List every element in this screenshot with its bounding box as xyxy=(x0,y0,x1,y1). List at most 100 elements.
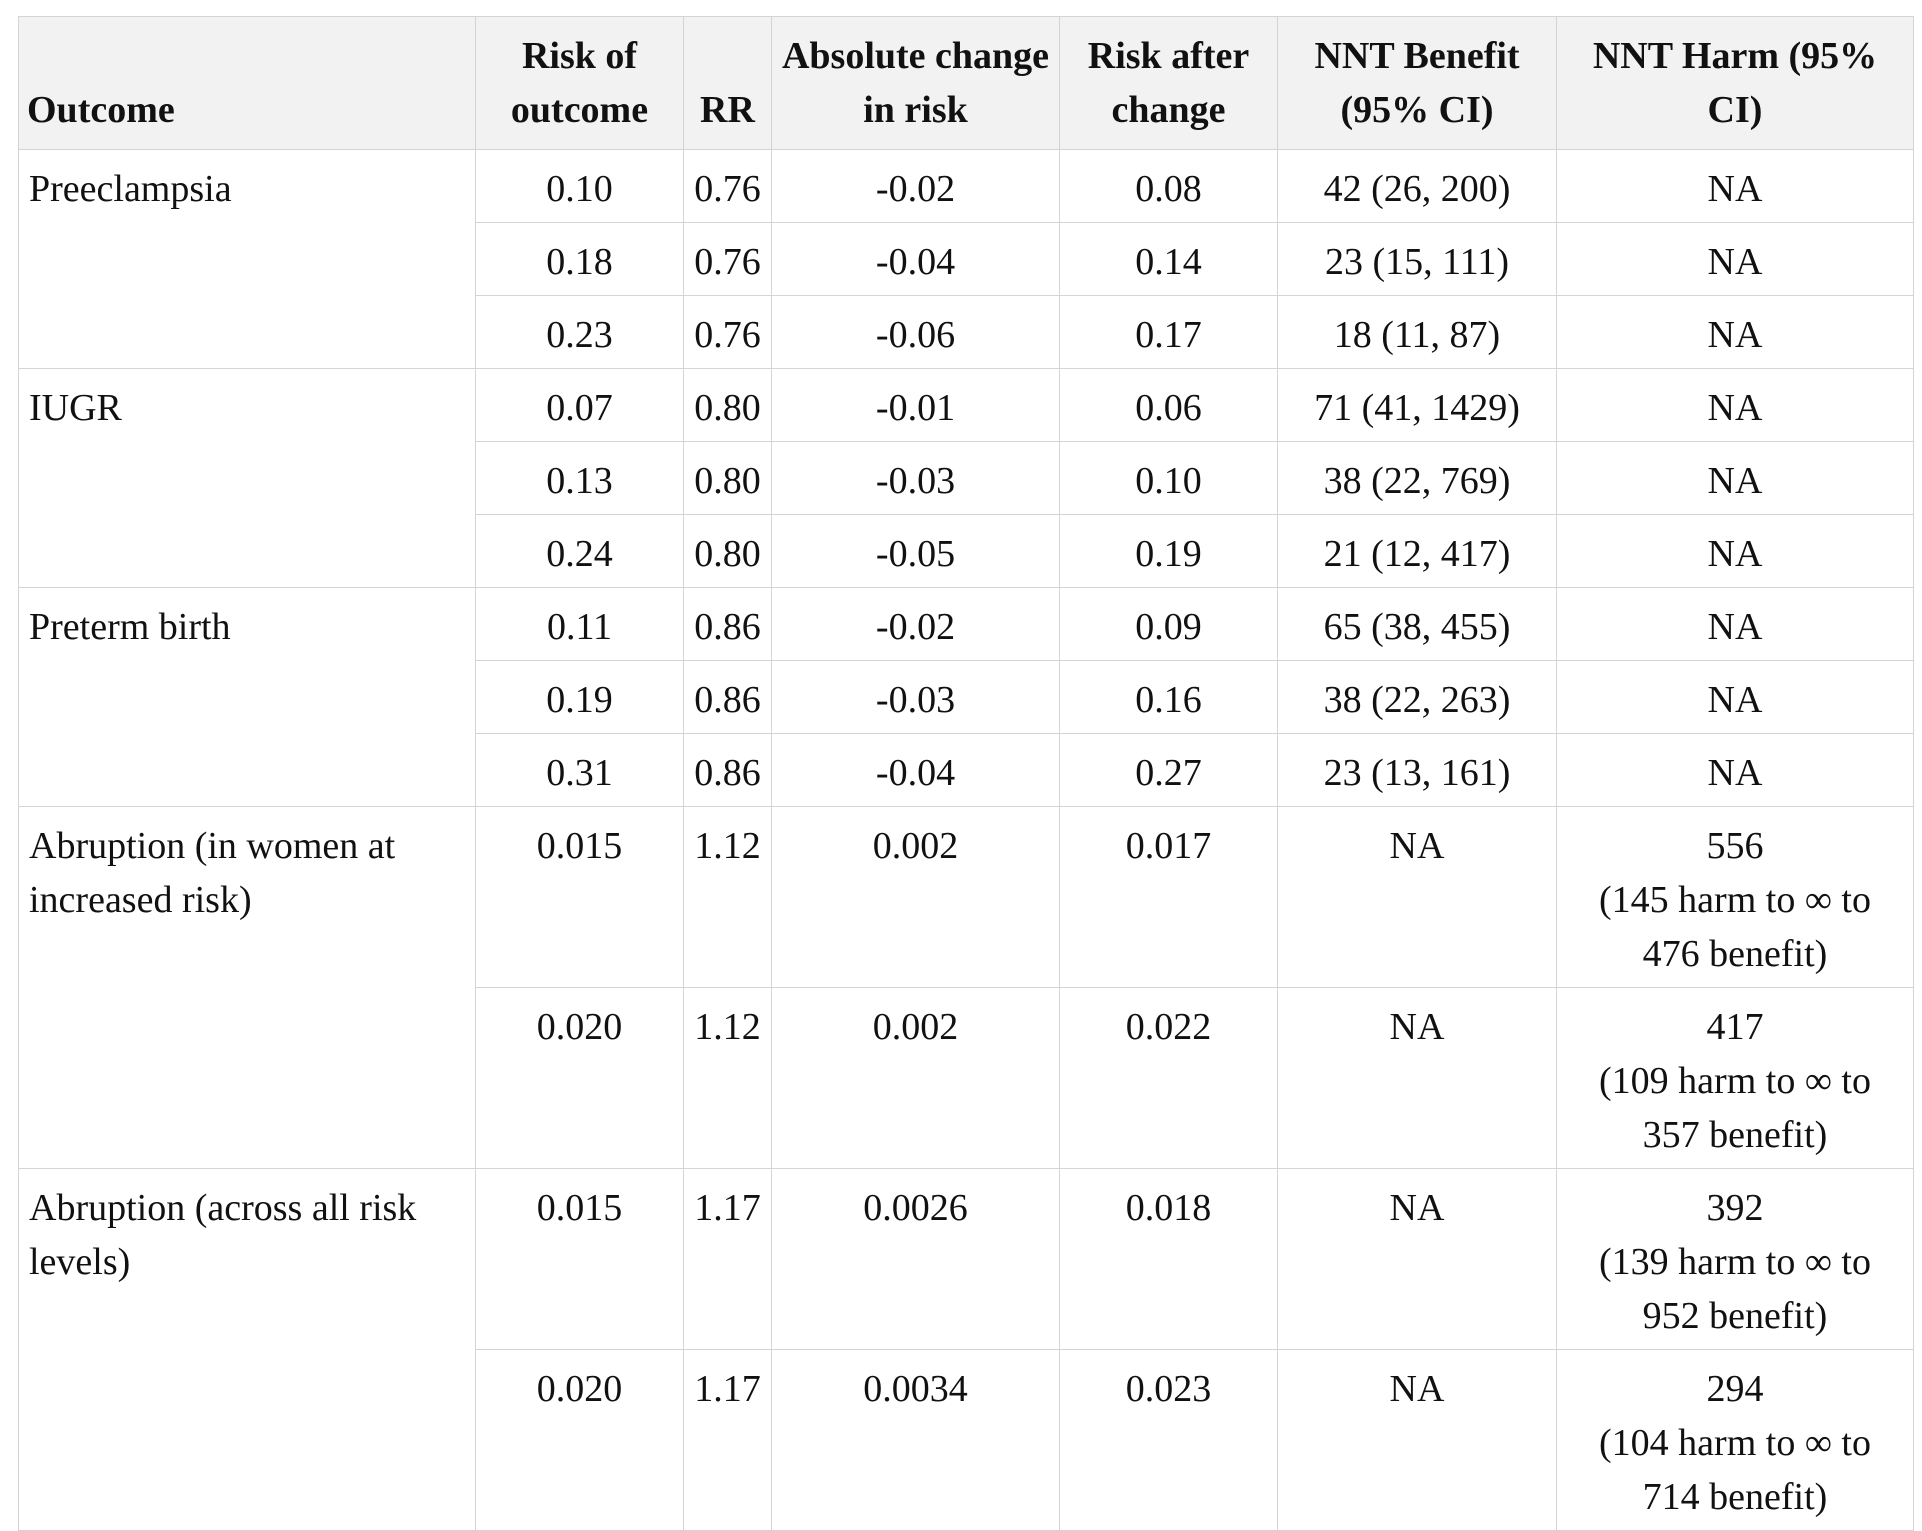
table-row: 0.24 0.80 -0.05 0.19 21 (12, 417) NA xyxy=(19,514,1914,588)
risk-of-outcome-cell: 0.24 xyxy=(475,514,684,588)
rr-cell: 1.17 xyxy=(683,1168,772,1350)
risk-of-outcome-cell: 0.31 xyxy=(475,733,684,807)
nnt-benefit-cell: 65 (38, 455) xyxy=(1277,587,1557,661)
absolute-change-cell: 0.002 xyxy=(771,806,1060,988)
nnt-harm-line: NA xyxy=(1707,679,1763,721)
outcome-cell: IUGR xyxy=(18,368,476,588)
rr-cell: 0.86 xyxy=(683,587,772,661)
absolute-change-cell: 0.0026 xyxy=(771,1168,1060,1350)
nnt-benefit-cell: 23 (15, 111) xyxy=(1277,222,1557,296)
nnt-harm-cell: 294 (104 harm to ∞ to 714 benefit) xyxy=(1556,1349,1914,1531)
nnt-harm-line: NA xyxy=(1707,241,1763,283)
table-row: 0.13 0.80 -0.03 0.10 38 (22, 769) NA xyxy=(19,441,1914,515)
risk-after-change-cell: 0.023 xyxy=(1059,1349,1278,1531)
nnt-harm-cell: NA xyxy=(1556,222,1914,296)
risk-of-outcome-cell: 0.015 xyxy=(475,1168,684,1350)
table-row: 0.23 0.76 -0.06 0.17 18 (11, 87) NA xyxy=(19,295,1914,369)
nnt-harm-line: NA xyxy=(1707,314,1763,356)
nnt-harm-cell: 392 (139 harm to ∞ to 952 benefit) xyxy=(1556,1168,1914,1350)
absolute-change-cell: -0.05 xyxy=(771,514,1060,588)
header-rr: RR xyxy=(683,16,772,150)
rr-cell: 1.12 xyxy=(683,987,772,1169)
table-row: 0.31 0.86 -0.04 0.27 23 (13, 161) NA xyxy=(19,733,1914,807)
rr-cell: 0.80 xyxy=(683,514,772,588)
nnt-harm-cell: 417 (109 harm to ∞ to 357 benefit) xyxy=(1556,987,1914,1169)
risk-after-change-cell: 0.27 xyxy=(1059,733,1278,807)
nnt-harm-line: (145 harm to ∞ to xyxy=(1599,879,1871,921)
absolute-change-cell: -0.06 xyxy=(771,295,1060,369)
nnt-benefit-cell: 18 (11, 87) xyxy=(1277,295,1557,369)
nnt-harm-line: NA xyxy=(1707,533,1763,575)
nnt-benefit-cell: NA xyxy=(1277,806,1557,988)
outcome-cell: Abruption (across all risk levels) xyxy=(18,1168,476,1531)
risk-after-change-cell: 0.19 xyxy=(1059,514,1278,588)
nnt-benefit-cell: NA xyxy=(1277,987,1557,1169)
header-row: Outcome Risk of outcome RR Absolute chan… xyxy=(18,16,1914,150)
header-nnt-benefit: NNT Benefit (95% CI) xyxy=(1277,16,1557,150)
table-body: Preeclampsia 0.10 0.76 -0.02 0.08 42 (26, 200… xyxy=(18,149,1914,1531)
table-row: 0.020 1.17 0.0034 0.023 NA 294 (104 harm to ∞ … xyxy=(19,1349,1914,1531)
table-row: Abruption (across all risk levels) 0.015 1… xyxy=(18,1168,1914,1531)
risk-after-change-cell: 0.06 xyxy=(1059,368,1278,442)
nnt-harm-cell: NA xyxy=(1556,660,1914,734)
risk-of-outcome-cell: 0.13 xyxy=(475,441,684,515)
absolute-change-cell: -0.03 xyxy=(771,441,1060,515)
nnt-harm-line: 476 benefit) xyxy=(1642,933,1828,975)
nnt-harm-line: 417 xyxy=(1706,1006,1764,1048)
nnt-benefit-cell: NA xyxy=(1277,1349,1557,1531)
table-row: Preterm birth 0.11 0.86 -0.02 0.09 65 (38, 45… xyxy=(18,587,1914,807)
nnt-harm-line: 357 benefit) xyxy=(1642,1114,1828,1156)
absolute-change-cell: -0.04 xyxy=(771,222,1060,296)
nnt-benefit-cell: 21 (12, 417) xyxy=(1277,514,1557,588)
risk-of-outcome-cell: 0.020 xyxy=(475,1349,684,1531)
rr-cell: 0.76 xyxy=(683,295,772,369)
nnt-harm-line: NA xyxy=(1707,168,1763,210)
rr-cell: 0.80 xyxy=(683,441,772,515)
absolute-change-cell: -0.03 xyxy=(771,660,1060,734)
absolute-change-cell: -0.04 xyxy=(771,733,1060,807)
nnt-harm-line: NA xyxy=(1707,460,1763,502)
risk-of-outcome-cell: 0.18 xyxy=(475,222,684,296)
rr-cell: 0.80 xyxy=(683,368,772,442)
absolute-change-cell: -0.01 xyxy=(771,368,1060,442)
risk-of-outcome-cell: 0.020 xyxy=(475,987,684,1169)
nnt-benefit-cell: 42 (26, 200) xyxy=(1277,149,1557,223)
outcome-cell: Abruption (in women at increased risk) xyxy=(18,806,476,1169)
nnt-harm-line: 556 xyxy=(1706,825,1764,867)
nnt-harm-line: 392 xyxy=(1706,1187,1764,1229)
risk-after-change-cell: 0.14 xyxy=(1059,222,1278,296)
header-risk-after-change: Risk after change xyxy=(1059,16,1278,150)
nnt-harm-cell: NA xyxy=(1556,295,1914,369)
risk-after-change-cell: 0.10 xyxy=(1059,441,1278,515)
risk-after-change-cell: 0.018 xyxy=(1059,1168,1278,1350)
risk-after-change-cell: 0.17 xyxy=(1059,295,1278,369)
header-absolute-change: Absolute change in risk xyxy=(771,16,1060,150)
table-row: 0.19 0.86 -0.03 0.16 38 (22, 263) NA xyxy=(19,660,1914,734)
rr-cell: 0.76 xyxy=(683,149,772,223)
nnt-harm-line: 952 benefit) xyxy=(1642,1295,1828,1337)
table-row: 0.020 1.12 0.002 0.022 NA 417 (109 harm to ∞ t… xyxy=(19,987,1914,1169)
table-row: IUGR 0.07 0.80 -0.01 0.06 71 (41, 1429) NA xyxy=(18,368,1914,588)
nnt-benefit-cell: NA xyxy=(1277,1168,1557,1350)
risk-after-change-cell: 0.08 xyxy=(1059,149,1278,223)
risk-after-change-cell: 0.017 xyxy=(1059,806,1278,988)
absolute-change-cell: 0.0034 xyxy=(771,1349,1060,1531)
nnt-harm-line: NA xyxy=(1707,387,1763,429)
rr-cell: 0.86 xyxy=(683,660,772,734)
nnt-harm-line: NA xyxy=(1707,606,1763,648)
nnt-harm-cell: NA xyxy=(1556,149,1914,223)
risk-of-outcome-cell: 0.015 xyxy=(475,806,684,988)
header-nnt-harm: NNT Harm (95% CI) xyxy=(1556,16,1914,150)
rr-cell: 0.86 xyxy=(683,733,772,807)
absolute-change-cell: -0.02 xyxy=(771,149,1060,223)
header-outcome: Outcome xyxy=(18,16,476,150)
nnt-benefit-cell: 38 (22, 263) xyxy=(1277,660,1557,734)
risk-of-outcome-cell: 0.19 xyxy=(475,660,684,734)
absolute-change-cell: 0.002 xyxy=(771,987,1060,1169)
nnt-benefit-cell: 38 (22, 769) xyxy=(1277,441,1557,515)
nnt-harm-cell: NA xyxy=(1556,514,1914,588)
nnt-harm-cell: NA xyxy=(1556,733,1914,807)
nnt-harm-line: (139 harm to ∞ to xyxy=(1599,1241,1871,1283)
header-risk-of-outcome: Risk of outcome xyxy=(475,16,684,150)
outcome-cell: Preterm birth xyxy=(18,587,476,807)
